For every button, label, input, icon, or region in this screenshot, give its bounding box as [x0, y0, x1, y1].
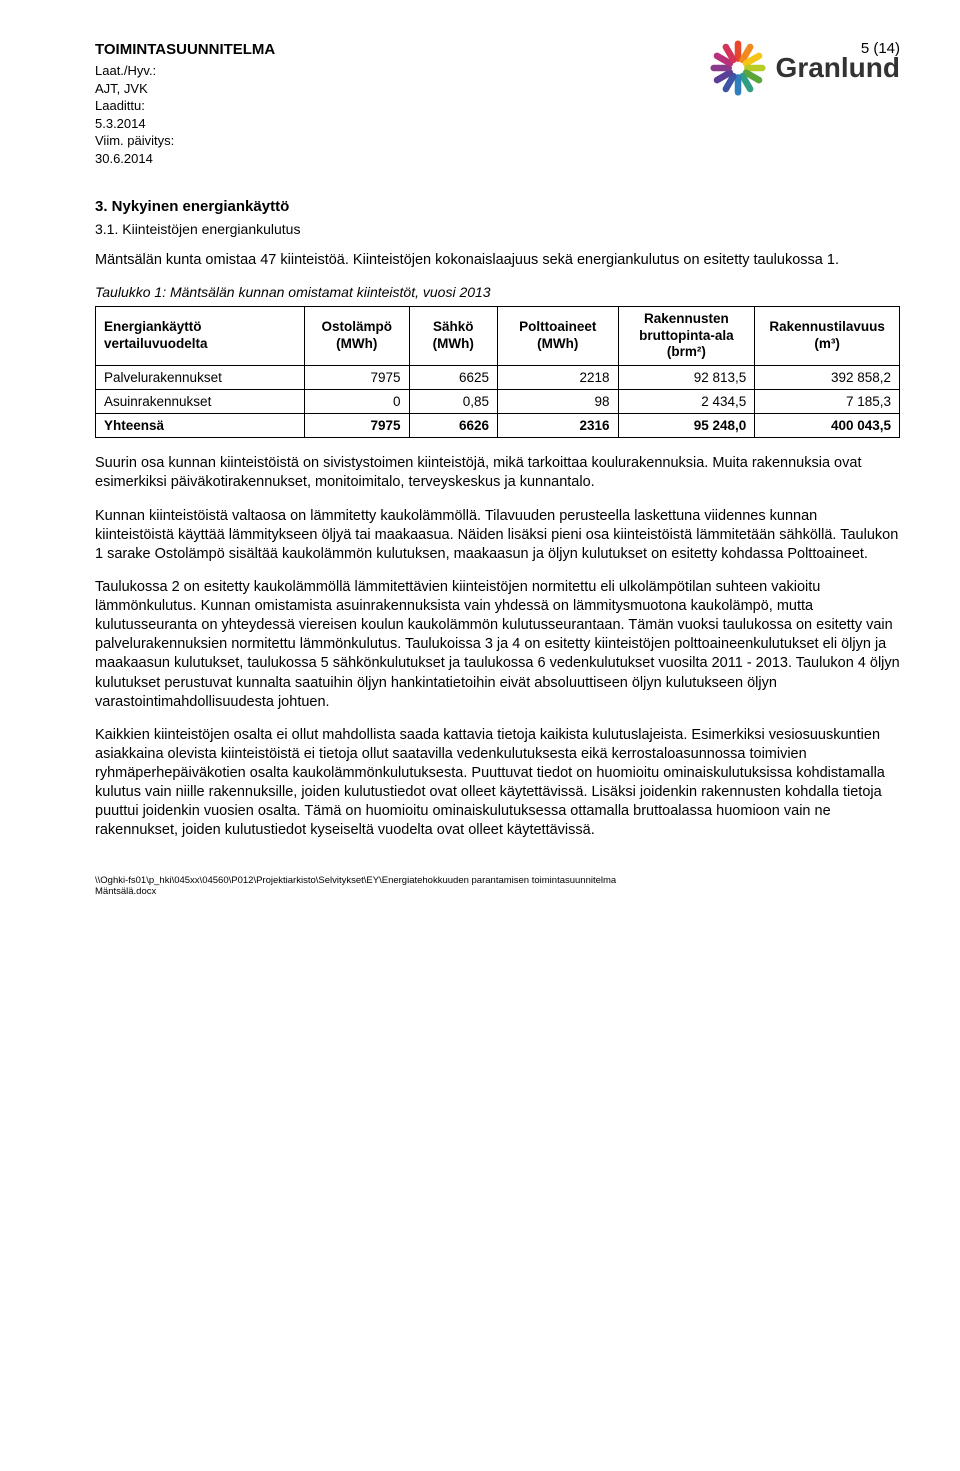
table-cell: 0 [305, 390, 410, 414]
paragraph: Kunnan kiinteistöistä valtaosa on lämmit… [95, 507, 900, 564]
table-cell: 392 858,2 [755, 366, 900, 390]
table-header: Sähkö (MWh) [409, 306, 497, 366]
header-meta-line: Viim. päivitys: [95, 132, 275, 150]
table-cell: 400 043,5 [755, 414, 900, 438]
footer-path: \\Oghki-fs01\p_hki\045xx\04560\P012\Proj… [95, 875, 900, 887]
table-row: Palvelurakennukset 7975 6625 2218 92 813… [96, 366, 900, 390]
table-cell: 2316 [497, 414, 618, 438]
table-cell: Palvelurakennukset [96, 366, 305, 390]
paragraph: Mäntsälän kunta omistaa 47 kiinteistöä. … [95, 251, 900, 270]
brand-logo-icon [710, 40, 766, 96]
table-header: Polttoaineet (MWh) [497, 306, 618, 366]
table-row: Asuinrakennukset 0 0,85 98 2 434,5 7 185… [96, 390, 900, 414]
table-cell: 6626 [409, 414, 497, 438]
table-header-row: Energiankäyttö vertailuvuodelta Ostolämp… [96, 306, 900, 366]
header-meta-line: Laat./Hyv.: [95, 62, 275, 80]
paragraph: Kaikkien kiinteistöjen osalta ei ollut m… [95, 726, 900, 841]
header-left: TOIMINTASUUNNITELMA Laat./Hyv.: AJT, JVK… [95, 40, 275, 168]
table-cell: 95 248,0 [618, 414, 755, 438]
header-right: Granlund 5 (14) [710, 40, 900, 96]
table-cell: 92 813,5 [618, 366, 755, 390]
header-meta-line: 5.3.2014 [95, 115, 275, 133]
footer-file: Mäntsälä.docx [95, 886, 900, 898]
paragraph: Taulukossa 2 on esitetty kaukolämmöllä l… [95, 578, 900, 712]
table-cell: 6625 [409, 366, 497, 390]
doc-title: TOIMINTASUUNNITELMA [95, 40, 275, 60]
table-cell: Yhteensä [96, 414, 305, 438]
table-cell: 7975 [305, 414, 410, 438]
page-number: 5 (14) [861, 40, 900, 57]
table-cell: 2 434,5 [618, 390, 755, 414]
table-caption: Taulukko 1: Mäntsälän kunnan omistamat k… [95, 284, 900, 300]
table-cell: 0,85 [409, 390, 497, 414]
table-cell: 2218 [497, 366, 618, 390]
table-cell: 7 185,3 [755, 390, 900, 414]
footer: \\Oghki-fs01\p_hki\045xx\04560\P012\Proj… [95, 875, 900, 899]
table-header: Energiankäyttö vertailuvuodelta [96, 306, 305, 366]
table-header: Rakennustilavuus (m³) [755, 306, 900, 366]
table-cell: 98 [497, 390, 618, 414]
subsection-heading: 3.1. Kiinteistöjen energiankulutus [95, 221, 900, 237]
table-row: Yhteensä 7975 6626 2316 95 248,0 400 043… [96, 414, 900, 438]
table-header: Rakennusten bruttopinta-ala (brm²) [618, 306, 755, 366]
table-header: Ostolämpö (MWh) [305, 306, 410, 366]
table-cell: 7975 [305, 366, 410, 390]
header-meta-line: Laadittu: [95, 97, 275, 115]
page-header: TOIMINTASUUNNITELMA Laat./Hyv.: AJT, JVK… [95, 40, 900, 168]
header-meta-line: AJT, JVK [95, 80, 275, 98]
section-heading: 3. Nykyinen energiankäyttö [95, 198, 900, 215]
header-meta-line: 30.6.2014 [95, 150, 275, 168]
paragraph: Suurin osa kunnan kiinteistöistä on sivi… [95, 454, 900, 492]
table-cell: Asuinrakennukset [96, 390, 305, 414]
energy-table: Energiankäyttö vertailuvuodelta Ostolämp… [95, 306, 900, 439]
page: TOIMINTASUUNNITELMA Laat./Hyv.: AJT, JVK… [0, 0, 960, 958]
